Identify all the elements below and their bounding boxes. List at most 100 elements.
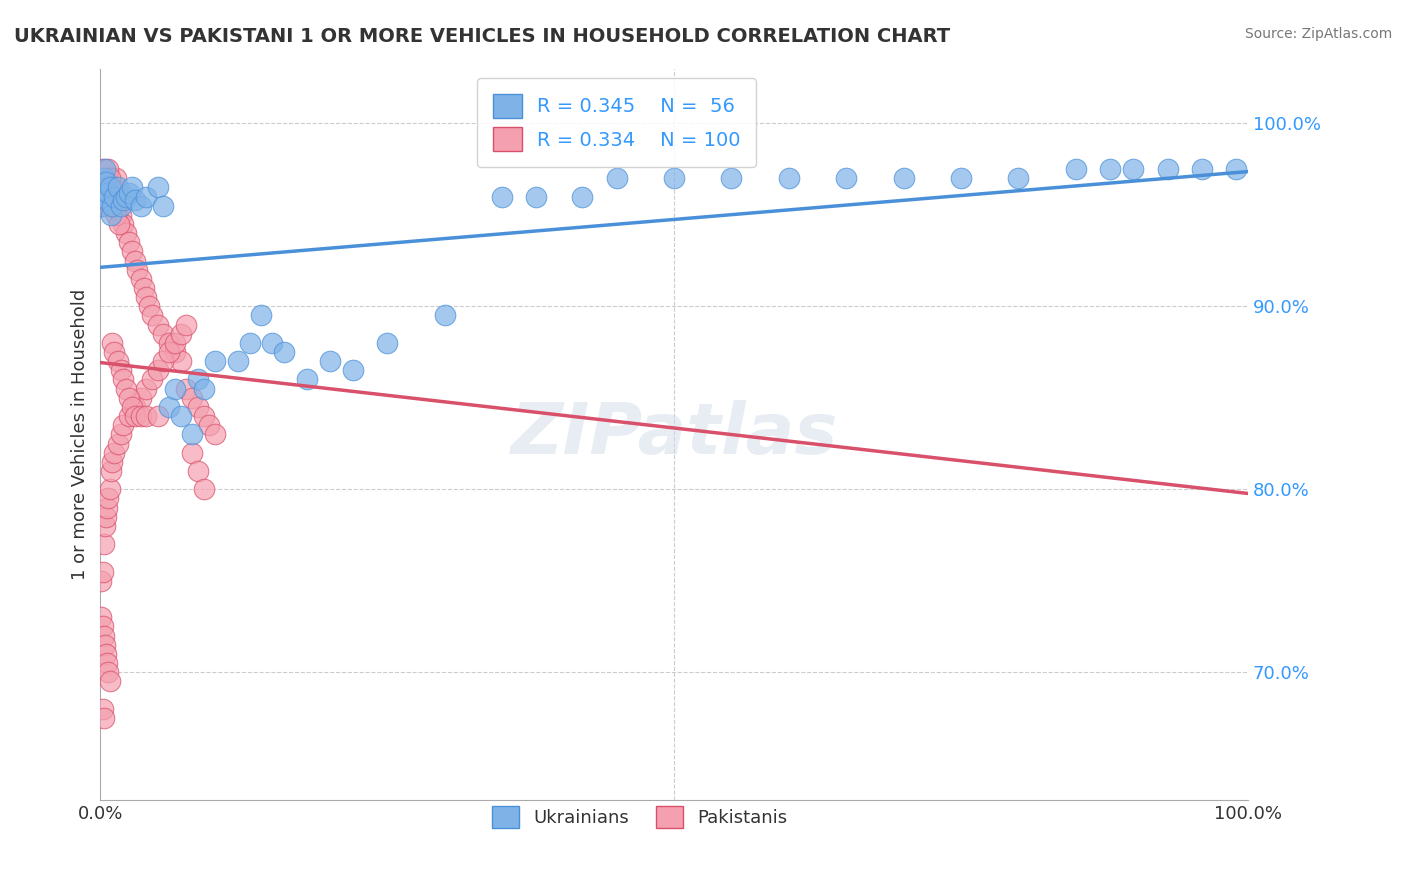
- Ukrainians: [1191, 162, 1213, 177]
- Ukrainians: [121, 180, 143, 194]
- Pakistanis: [93, 199, 115, 213]
- Pakistanis: [94, 189, 117, 203]
- Pakistanis: [101, 455, 124, 469]
- Ukrainians: [1007, 171, 1029, 186]
- Pakistanis: [118, 409, 141, 423]
- Ukrainians: [110, 199, 132, 213]
- Pakistanis: [181, 391, 204, 405]
- Ukrainians: [1064, 162, 1087, 177]
- Ukrainians: [262, 335, 284, 350]
- Pakistanis: [94, 647, 117, 661]
- Pakistanis: [107, 199, 129, 213]
- Legend: Ukrainians, Pakistanis: Ukrainians, Pakistanis: [485, 798, 794, 835]
- Pakistanis: [146, 363, 169, 377]
- Pakistanis: [193, 482, 215, 496]
- Pakistanis: [94, 638, 117, 652]
- Pakistanis: [125, 262, 148, 277]
- Ukrainians: [98, 180, 121, 194]
- Pakistanis: [100, 186, 122, 200]
- Ukrainians: [238, 335, 260, 350]
- Pakistanis: [176, 382, 198, 396]
- Pakistanis: [152, 354, 174, 368]
- Pakistanis: [93, 537, 115, 551]
- Ukrainians: [112, 193, 135, 207]
- Pakistanis: [146, 409, 169, 423]
- Ukrainians: [835, 171, 858, 186]
- Pakistanis: [124, 253, 146, 268]
- Pakistanis: [98, 674, 121, 689]
- Ukrainians: [1225, 162, 1247, 177]
- Ukrainians: [187, 372, 209, 386]
- Ukrainians: [662, 171, 685, 186]
- Pakistanis: [157, 335, 180, 350]
- Text: ZIPatlas: ZIPatlas: [510, 400, 838, 469]
- Y-axis label: 1 or more Vehicles in Household: 1 or more Vehicles in Household: [72, 289, 89, 580]
- Pakistanis: [105, 208, 128, 222]
- Ukrainians: [146, 180, 169, 194]
- Pakistanis: [90, 610, 112, 624]
- Ukrainians: [491, 189, 513, 203]
- Pakistanis: [98, 189, 121, 203]
- Pakistanis: [163, 345, 186, 359]
- Pakistanis: [96, 656, 118, 670]
- Pakistanis: [101, 193, 124, 207]
- Ukrainians: [96, 193, 118, 207]
- Ukrainians: [114, 189, 136, 203]
- Ukrainians: [1122, 162, 1144, 177]
- Pakistanis: [100, 464, 122, 478]
- Text: Source: ZipAtlas.com: Source: ZipAtlas.com: [1244, 27, 1392, 41]
- Pakistanis: [97, 199, 120, 213]
- Pakistanis: [204, 427, 226, 442]
- Pakistanis: [187, 400, 209, 414]
- Pakistanis: [193, 409, 215, 423]
- Ukrainians: [94, 175, 117, 189]
- Pakistanis: [135, 290, 157, 304]
- Pakistanis: [94, 180, 117, 194]
- Pakistanis: [103, 345, 125, 359]
- Ukrainians: [1099, 162, 1122, 177]
- Pakistanis: [187, 464, 209, 478]
- Pakistanis: [141, 372, 163, 386]
- Ukrainians: [163, 382, 186, 396]
- Pakistanis: [96, 171, 118, 186]
- Pakistanis: [103, 180, 125, 194]
- Ukrainians: [135, 189, 157, 203]
- Ukrainians: [152, 199, 174, 213]
- Ukrainians: [273, 345, 295, 359]
- Ukrainians: [375, 335, 398, 350]
- Pakistanis: [121, 400, 143, 414]
- Pakistanis: [118, 391, 141, 405]
- Pakistanis: [138, 299, 160, 313]
- Pakistanis: [129, 409, 152, 423]
- Pakistanis: [176, 318, 198, 332]
- Pakistanis: [97, 162, 120, 177]
- Pakistanis: [90, 171, 112, 186]
- Pakistanis: [181, 445, 204, 459]
- Ukrainians: [100, 208, 122, 222]
- Pakistanis: [91, 565, 114, 579]
- Ukrainians: [193, 382, 215, 396]
- Pakistanis: [124, 409, 146, 423]
- Pakistanis: [114, 226, 136, 240]
- Ukrainians: [319, 354, 342, 368]
- Pakistanis: [93, 629, 115, 643]
- Ukrainians: [949, 171, 972, 186]
- Pakistanis: [198, 418, 221, 433]
- Pakistanis: [97, 491, 120, 506]
- Ukrainians: [97, 186, 120, 200]
- Pakistanis: [107, 354, 129, 368]
- Ukrainians: [124, 193, 146, 207]
- Pakistanis: [91, 619, 114, 633]
- Pakistanis: [94, 180, 117, 194]
- Ukrainians: [157, 400, 180, 414]
- Ukrainians: [129, 199, 152, 213]
- Pakistanis: [94, 509, 117, 524]
- Pakistanis: [141, 309, 163, 323]
- Ukrainians: [433, 309, 456, 323]
- Ukrainians: [295, 372, 318, 386]
- Ukrainians: [90, 199, 112, 213]
- Pakistanis: [110, 363, 132, 377]
- Pakistanis: [129, 391, 152, 405]
- Pakistanis: [110, 208, 132, 222]
- Pakistanis: [132, 281, 155, 295]
